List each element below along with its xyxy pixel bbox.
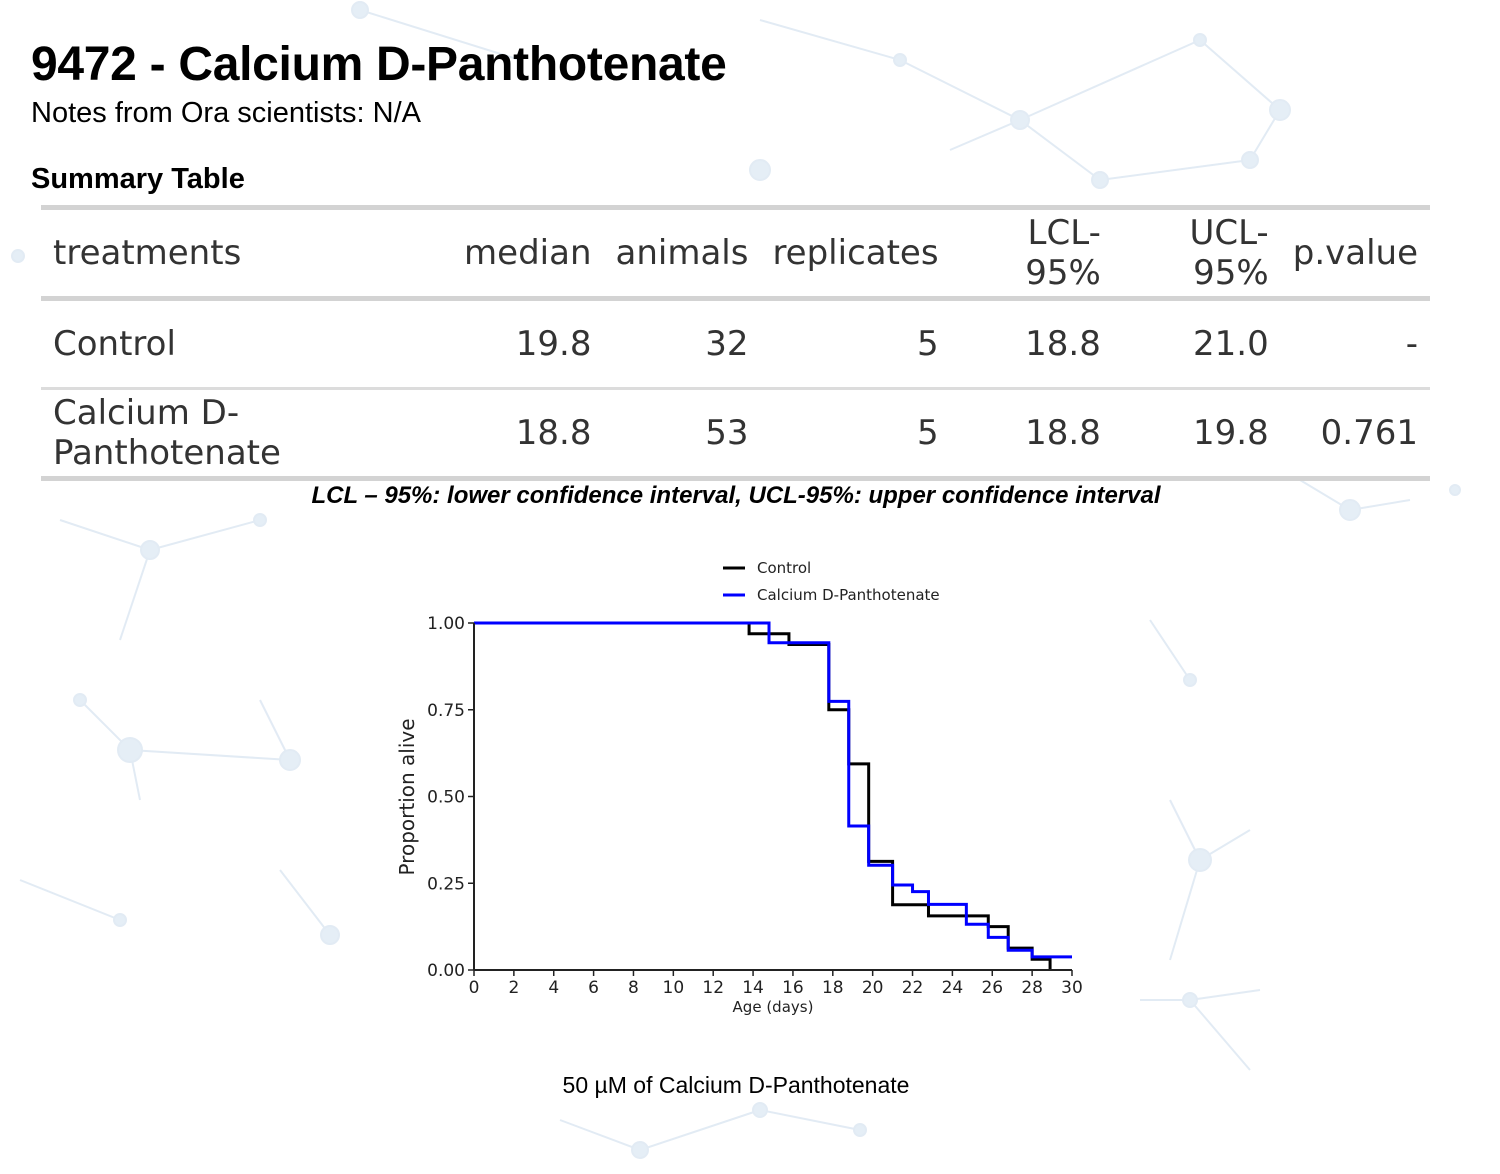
x-axis-label: Age (days) [733, 998, 814, 1016]
cell-animals: 53 [705, 413, 749, 453]
cell-ucl: 21.0 [1193, 324, 1269, 364]
survival-chart-panel: Control Calcium D-Panthotenate 0 2 4 6 8 10 12 1… [343, 530, 1130, 1060]
cell-median: 18.8 [515, 413, 592, 453]
x-tick-label: 20 [862, 978, 884, 998]
series-line-control [474, 621, 1052, 970]
chart-footer-caption: 50 µM of Calcium D-Panthotenate [562, 1072, 910, 1098]
x-tick-label: 0 [469, 978, 480, 998]
column-header-median: median [464, 233, 592, 273]
column-header-animals: animals [615, 233, 749, 273]
x-tick-label: 14 [742, 978, 764, 998]
y-tick-label: 0.75 [427, 701, 465, 721]
cell-animals: 32 [705, 324, 749, 364]
y-tick-label: 1.00 [427, 614, 465, 634]
cell-pvalue: - [1405, 324, 1418, 364]
x-tick-label: 22 [902, 978, 924, 998]
cell-ucl: 19.8 [1193, 413, 1269, 453]
cell-treatment: Calcium D-Panthotenate [53, 393, 281, 473]
chart-series [474, 621, 1072, 970]
chart-axes: 0 2 4 6 8 10 12 14 16 18 20 22 24 26 28 300.000.250.500… [427, 614, 1083, 998]
x-tick-label: 18 [822, 978, 844, 998]
x-tick-label: 8 [628, 978, 639, 998]
x-tick-label: 24 [942, 978, 964, 998]
x-tick-label: 12 [702, 978, 724, 998]
x-tick-label: 30 [1061, 978, 1083, 998]
column-header-replicates: replicates [772, 233, 939, 273]
x-tick-label: 4 [548, 978, 559, 998]
x-tick-label: 16 [782, 978, 804, 998]
column-header-lcl: LCL-95% [1025, 213, 1101, 293]
column-header-ucl: UCL-95% [1189, 213, 1269, 293]
x-tick-label: 28 [1021, 978, 1043, 998]
cell-treatment: Control [53, 324, 176, 364]
cell-replicates: 5 [916, 324, 939, 364]
legend-label: Calcium D-Panthotenate [757, 586, 940, 604]
x-tick-label: 26 [981, 978, 1003, 998]
table-row: Control 19.8 32 5 18.8 21.0 - [41, 299, 1430, 389]
page-title: 9472 - Calcium D-Panthotenate [31, 38, 727, 91]
y-tick-label: 0.50 [427, 788, 465, 808]
summary-table-heading: Summary Table [31, 163, 245, 195]
table-row: Calcium D-Panthotenate 18.8 53 5 18.8 19… [41, 389, 1430, 479]
legend-label: Control [757, 559, 811, 577]
cell-median: 19.8 [515, 324, 592, 364]
y-axis-label: Proportion alive [395, 718, 419, 875]
cell-pvalue: 0.761 [1320, 413, 1418, 453]
x-tick-label: 10 [663, 978, 685, 998]
x-tick-label: 2 [508, 978, 519, 998]
cell-lcl: 18.8 [1025, 324, 1101, 364]
cell-lcl: 18.8 [1025, 413, 1101, 453]
table-header-row: treatments median animals replicates LCL… [41, 207, 1430, 299]
table-caption: LCL – 95%: lower confidence interval, UC… [311, 482, 1161, 509]
y-tick-label: 0.25 [427, 874, 465, 894]
column-header-pvalue: p.value [1292, 233, 1418, 273]
x-tick-label: 6 [588, 978, 599, 998]
series-line-calcium-d-panthotenate [474, 621, 1072, 959]
cell-replicates: 5 [916, 413, 939, 453]
summary-table-container: treatments median animals replicates LCL… [41, 205, 1430, 481]
y-tick-label: 0.00 [427, 961, 465, 981]
scientist-notes: Notes from Ora scientists: N/A [31, 97, 421, 129]
summary-table: treatments median animals replicates LCL… [41, 205, 1430, 481]
column-header-treatments: treatments [53, 233, 242, 273]
chart-legend: Control Calcium D-Panthotenate [723, 559, 940, 604]
